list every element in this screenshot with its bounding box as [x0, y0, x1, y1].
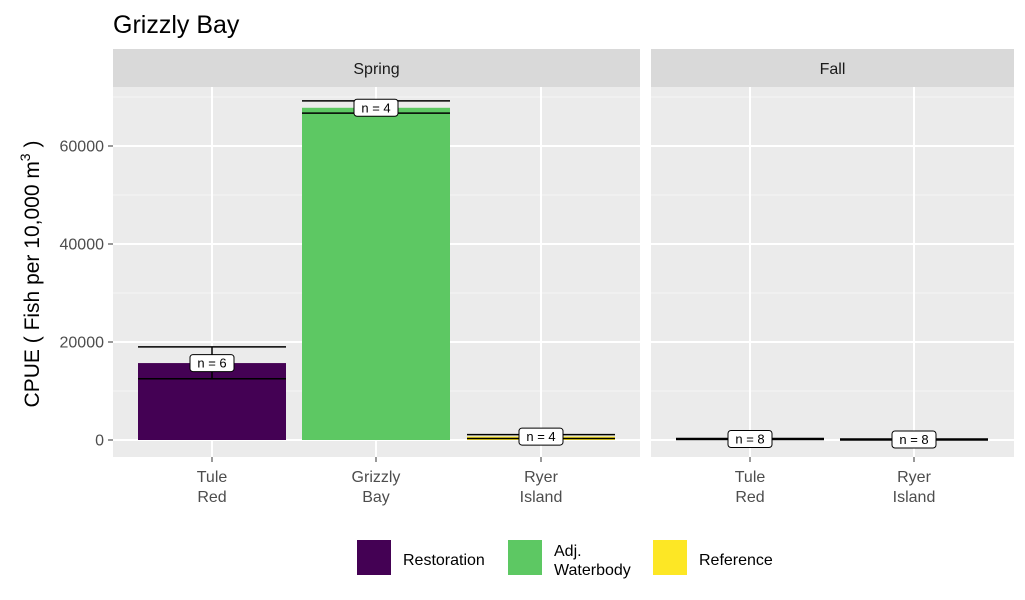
sample-size-label-text: n = 6 [197, 356, 226, 371]
legend-item: Restoration [357, 540, 485, 575]
legend-label-line: Reference [699, 552, 773, 569]
sample-size-label-box [353, 98, 399, 117]
x-tick-label-line: Ryer [524, 469, 558, 486]
x-tick-label-line: Ryer [897, 469, 931, 486]
y-axis-title-superscript: 3 [17, 153, 33, 161]
sample-size-label: n = 6 [189, 354, 235, 373]
y-axis-title-close: ) [21, 141, 44, 154]
legend: Restoration Adj. Waterbody Reference [357, 540, 773, 579]
y-axis: 0 20000 40000 60000 [60, 139, 113, 450]
legend-label: Adj. Waterbody [554, 543, 631, 579]
x-tick-label: Tule Red [197, 469, 228, 506]
panel-background [651, 87, 1014, 457]
x-tick-label: Tule Red [735, 469, 766, 506]
sample-size-label-text: n = 8 [735, 432, 764, 447]
facet-strip-label: Fall [820, 61, 846, 78]
facet-panel-fall: Fall n = 8 Tule Red n = 8 Ryer Island [651, 49, 1014, 506]
x-tick-label: Grizzly Bay [352, 469, 401, 506]
sample-size-label-text: n = 4 [526, 429, 555, 444]
y-tick-label: 20000 [60, 335, 105, 352]
y-tick-label: 40000 [60, 237, 105, 254]
x-tick-label-line: Grizzly [352, 469, 401, 486]
sample-size-label: n = 4 [353, 98, 399, 117]
x-tick-label-line: Island [520, 489, 563, 506]
sample-size-label-box [189, 354, 235, 373]
sample-size-label-text: n = 4 [361, 100, 390, 115]
x-tick-label-line: Tule [197, 469, 228, 486]
sample-size-label-text: n = 8 [899, 432, 928, 447]
legend-item: Reference [653, 540, 773, 575]
legend-label-line: Adj. [554, 543, 582, 560]
chart-title: Grizzly Bay [113, 11, 240, 39]
sample-size-label-box [891, 430, 937, 449]
facet-strip-label: Spring [353, 61, 399, 78]
x-tick-label-line: Red [735, 489, 764, 506]
legend-label-line: Waterbody [554, 562, 631, 579]
y-tick-label: 0 [95, 433, 104, 450]
sample-size-label-box [518, 427, 564, 446]
bar [302, 107, 450, 440]
sample-size-label: n = 8 [891, 430, 937, 449]
sample-size-label: n = 4 [518, 427, 564, 446]
x-tick-label-line: Red [197, 489, 226, 506]
legend-label: Restoration [403, 552, 485, 569]
y-tick-label: 60000 [60, 139, 105, 156]
sample-size-label: n = 8 [727, 430, 773, 449]
legend-key [357, 540, 391, 575]
facet-panel-spring: Spring n = 6 Tule Red n = 4 Grizzly Bay n = 4 Ry… [113, 49, 640, 506]
x-tick-label-line: Tule [735, 469, 766, 486]
facet-strip [651, 49, 1014, 87]
y-axis-title-main: CPUE ( Fish per 10,000 m [21, 161, 44, 407]
x-tick-label-line: Bay [362, 489, 390, 506]
sample-size-label-box [727, 430, 773, 449]
legend-label-line: Restoration [403, 552, 485, 569]
facet-strip [113, 49, 640, 87]
facet-panels: Spring n = 6 Tule Red n = 4 Grizzly Bay n = 4 Ry… [113, 49, 1014, 506]
legend-key [508, 540, 542, 575]
legend-key [653, 540, 687, 575]
legend-label: Reference [699, 552, 773, 569]
x-tick-label-line: Island [893, 489, 936, 506]
x-tick-label: Ryer Island [893, 469, 936, 506]
y-axis-title: CPUE ( Fish per 10,000 m3 ) [17, 141, 44, 408]
legend-item: Adj. Waterbody [508, 540, 631, 579]
x-tick-label: Ryer Island [520, 469, 563, 506]
